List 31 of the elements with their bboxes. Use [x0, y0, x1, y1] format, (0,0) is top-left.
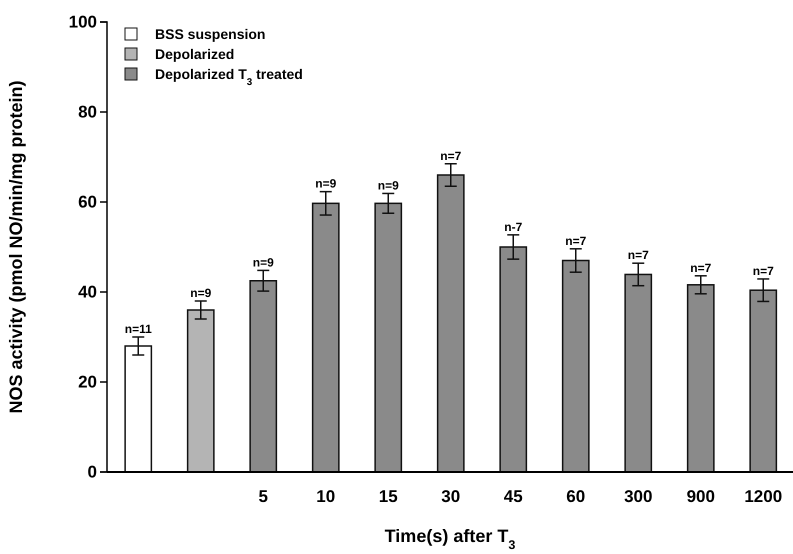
x-tick-label: 900	[686, 487, 715, 506]
x-tick-label: 10	[316, 487, 336, 506]
annotation: n=7	[752, 264, 774, 278]
y-tick-label: 0	[88, 462, 97, 482]
y-tick-label: 80	[78, 102, 97, 122]
x-tick-label: 15	[378, 487, 398, 506]
annotation: n=7	[690, 260, 712, 275]
x-tick-label: 1200	[744, 487, 782, 506]
x-tick-label: 5	[258, 487, 268, 506]
x-axis-title: Time(s) after T$_{3}$	[384, 526, 516, 552]
x-tick-label: 30	[441, 487, 460, 506]
y-axis-title: NOS activity (pmol NO/min/mg protein)	[6, 80, 26, 414]
y-tick-label: 20	[78, 372, 97, 392]
legend-label: Depolarized	[155, 46, 234, 62]
legend-label: Depolarized T$_{3}$ treated	[155, 66, 303, 88]
legend-label: BSS suspension	[155, 26, 266, 42]
annotation: n=9	[190, 286, 212, 300]
x-tick-label: 60	[566, 487, 586, 506]
y-tick-label: 60	[78, 192, 97, 212]
y-tick-label: 40	[78, 282, 97, 302]
annotation: n-7	[504, 220, 523, 234]
x-tick-label: 300	[624, 487, 652, 506]
annotation: n=11	[124, 322, 152, 336]
annotation: n=7	[565, 234, 587, 248]
annotation: n=9	[252, 255, 274, 270]
x-tick-label: 45	[504, 487, 523, 506]
annotation: n=9	[315, 176, 337, 191]
y-tick-label: 100	[68, 12, 97, 32]
annotation: n=9	[378, 178, 400, 192]
annotation: n=7	[628, 248, 650, 262]
annotation: n=7	[440, 148, 462, 163]
